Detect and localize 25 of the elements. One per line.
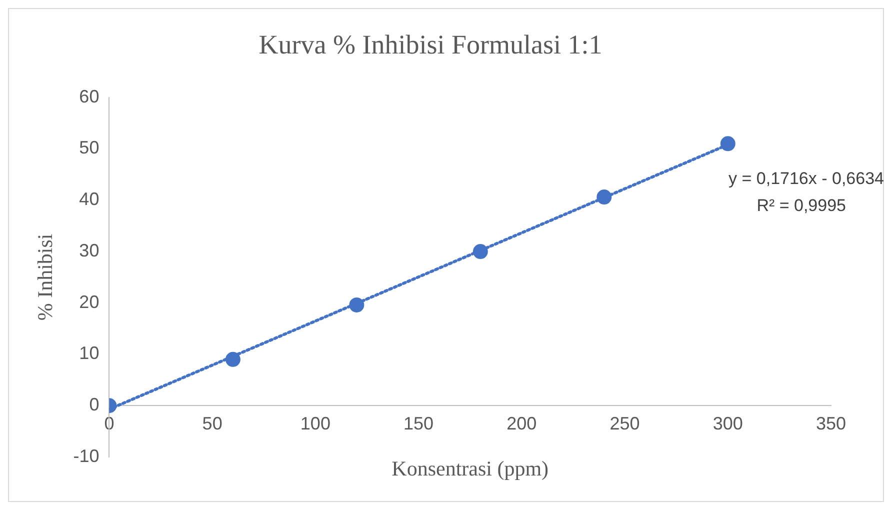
y-axis-title: % Inhibisi [33, 234, 58, 321]
x-tick-label: 150 [404, 413, 434, 434]
y-tick-label: 60 [79, 86, 100, 106]
annotation: R² = 0,9995 [756, 196, 846, 216]
x-tick-label: 250 [610, 413, 640, 434]
point [225, 352, 240, 367]
y-tick-label: 50 [79, 138, 100, 158]
x-tick-label: 200 [506, 413, 537, 434]
y-tick-label: 30 [79, 240, 100, 260]
y-tick-label: 20 [79, 292, 100, 312]
x-tick-label: 50 [202, 413, 222, 434]
point [720, 136, 736, 152]
annotation: y = 0,1716x - 0,6634 [728, 169, 884, 188]
point [596, 190, 612, 205]
point [349, 297, 364, 312]
x-axis-title: Konsentrasi (ppm) [392, 456, 549, 480]
point [472, 244, 488, 260]
y-tick-label: 40 [79, 189, 100, 210]
y-tick-label: 0 [89, 394, 100, 415]
chart-title: Kurva % Inhibisi Formulasi 1:1 [258, 29, 602, 60]
x-tick-label: 350 [816, 413, 846, 434]
y-tick-label: 10 [79, 343, 100, 364]
x-tick-label: 300 [712, 413, 743, 434]
y-tick-label: -10 [73, 446, 100, 466]
x-tick-label: 100 [300, 413, 330, 434]
